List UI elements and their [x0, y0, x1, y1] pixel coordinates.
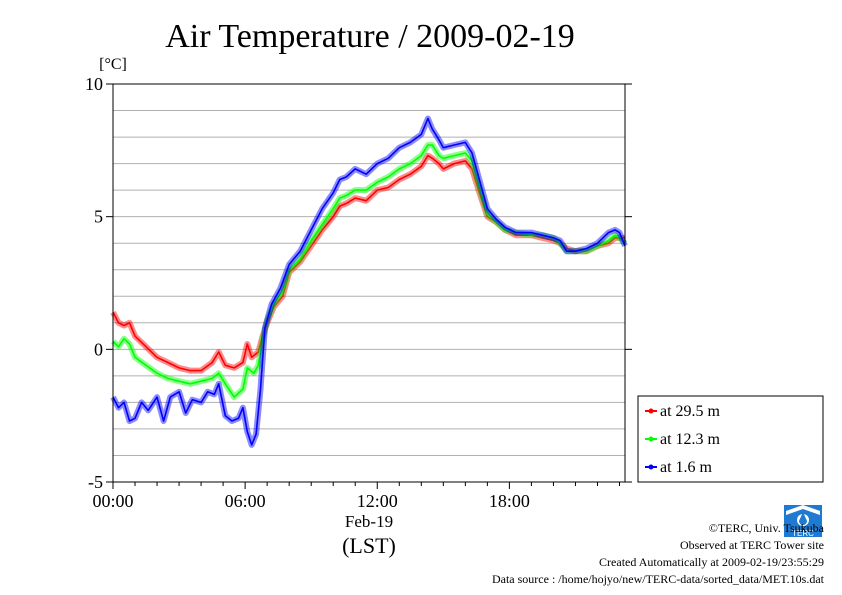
- series-band-2: [110, 115, 628, 448]
- x-tick-label: 00:00: [92, 491, 133, 511]
- created-text: Created Automatically at 2009-02-19/23:5…: [599, 555, 824, 569]
- axis-ticks: 10 5 0 -500:00 06:00 12:00 18:00: [85, 74, 632, 511]
- y-unit-label: [°C]: [99, 56, 127, 73]
- svg-text:TERC: TERC: [792, 529, 814, 538]
- series-layer: [110, 115, 628, 448]
- chart-title: Air Temperature / 2009-02-19: [165, 18, 575, 55]
- x-axis-label: (LST): [342, 533, 396, 558]
- series-line-2: [112, 117, 626, 446]
- legend-label: at 29.5 m: [660, 403, 721, 420]
- legend: at 29.5 m at 12.3 m at 1.6 m: [637, 395, 824, 483]
- series-line-0: [112, 154, 625, 372]
- site-text: Observed at TERC Tower site: [679, 538, 824, 552]
- legend-label: at 1.6 m: [660, 459, 713, 476]
- terc-logo: TERC: [784, 505, 822, 538]
- legend-marker: [648, 408, 654, 414]
- source-text: Data source : /home/hojyo/new/TERC-data/…: [491, 572, 824, 586]
- legend-box: [637, 395, 824, 483]
- x-tick-label: 06:00: [225, 491, 266, 511]
- series-line-1: [112, 144, 626, 398]
- legend-marker: [648, 464, 654, 470]
- y-tick-label: 5: [94, 207, 103, 227]
- x-tick-label: 18:00: [489, 491, 530, 511]
- y-tick-label: -5: [88, 472, 103, 492]
- y-tick-label: 0: [94, 339, 103, 359]
- y-tick-label: 10: [85, 74, 103, 94]
- plot-frame: [112, 83, 626, 483]
- grid-lines: [113, 110, 625, 456]
- x-date-label: Feb-19: [345, 512, 393, 531]
- legend-label: at 12.3 m: [660, 431, 721, 448]
- copyright-text: ©TERC, Univ. Tsukuba: [708, 521, 824, 535]
- legend-items: at 29.5 m at 12.3 m at 1.6 m: [645, 403, 721, 476]
- legend-marker: [648, 436, 654, 442]
- series-band-1: [110, 142, 628, 401]
- x-tick-label: 12:00: [357, 491, 398, 511]
